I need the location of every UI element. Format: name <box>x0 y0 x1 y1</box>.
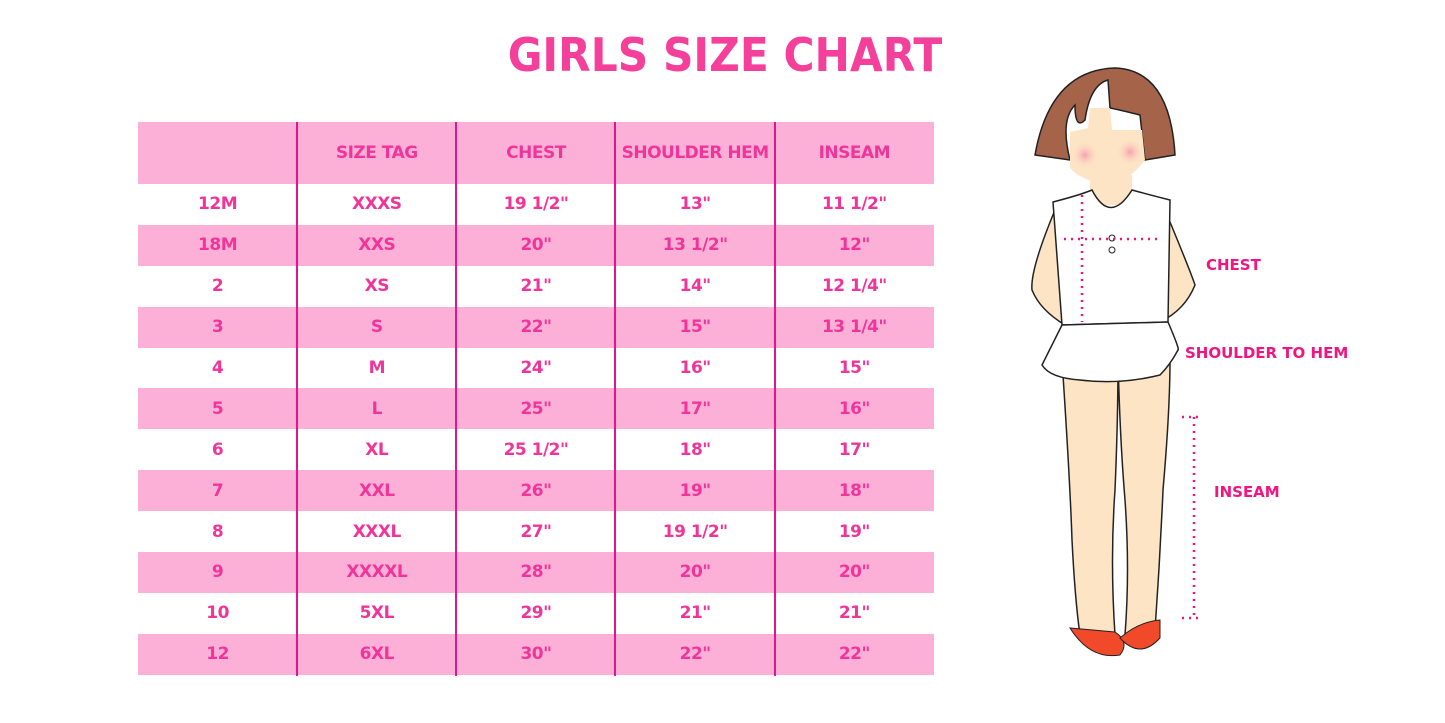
table-cell: 12M <box>198 194 238 215</box>
table-cell: 22" <box>679 644 712 665</box>
table-cell: 20" <box>679 562 712 583</box>
header-cell: CHEST <box>506 143 566 163</box>
table-cell: 28" <box>520 562 552 583</box>
table-row: 3 S 22" 15" 13 1/4" <box>138 306 934 348</box>
table-cell: 30" <box>520 644 552 665</box>
table-cell: 21" <box>679 603 712 624</box>
size-table: SIZE TAG CHEST SHOULDER HEM INSEAM 12M XX… <box>138 122 934 675</box>
girl-illustration: CHEST SHOULDER TO HEM INSEAM <box>1020 60 1380 664</box>
table-cell: 20" <box>838 562 871 583</box>
table-row: 12M XXXS 19 1/2" 13" 11 1/2" <box>138 184 934 225</box>
table-cell: 9 <box>211 562 224 583</box>
table-cell: 13 1/4" <box>821 317 887 338</box>
table-cell: 11 1/2" <box>821 194 887 215</box>
table-header: SIZE TAG CHEST SHOULDER HEM INSEAM <box>138 122 934 184</box>
table-row: 2 XS 21" 14" 12 1/4" <box>138 266 934 307</box>
table-cell: XXS <box>358 235 396 256</box>
table-cell: 19" <box>838 521 871 542</box>
table-cell: 8 <box>211 521 224 542</box>
inseam-label: INSEAM <box>1214 483 1280 501</box>
table-cell: 16" <box>679 358 712 378</box>
table-row: 6 XL 25 1/2" 18" 17" <box>138 429 934 470</box>
table-cell: 16" <box>838 398 871 419</box>
table-cell: 26" <box>520 480 552 501</box>
table-row: 10 5XL 29" 21" 21" <box>138 593 934 634</box>
table-cell: 19 1/2" <box>503 194 569 215</box>
shoulder-to-hem-label: SHOULDER TO HEM <box>1185 344 1349 362</box>
header-cell: SHOULDER HEM <box>621 143 770 163</box>
table-row: 4 M 24" 16" 15" <box>138 348 934 389</box>
table-cell: 17" <box>679 398 712 419</box>
table-cell: 21" <box>838 603 871 624</box>
table-cell: 4 <box>211 358 224 378</box>
table-cell: XXXXL <box>346 562 408 583</box>
table-row: 9 XXXXL 28" 20" 20" <box>138 552 934 593</box>
header-cell: SIZE TAG <box>335 143 418 163</box>
table-cell: 18" <box>679 439 712 460</box>
table-cell: 15" <box>838 358 871 378</box>
table-cell: 24" <box>520 358 552 378</box>
column-divider <box>774 122 776 676</box>
table-cell: L <box>371 398 383 419</box>
table-row: 7 XXL 26" 19" 18" <box>138 470 934 512</box>
table-cell: 13 1/2" <box>662 235 728 256</box>
chest-label: CHEST <box>1206 256 1261 274</box>
table-cell: 2 <box>211 276 224 297</box>
table-row: 8 XXXL 27" 19 1/2" 19" <box>138 511 934 552</box>
table-cell: 18" <box>838 480 871 501</box>
table-cell: 12 <box>206 644 229 665</box>
table-cell: 25 1/2" <box>503 439 569 460</box>
table-cell: 3 <box>211 317 224 338</box>
page-title: GIRLS SIZE CHART <box>507 28 943 82</box>
table-row: 12 6XL 30" 22" 22" <box>138 633 934 675</box>
column-divider <box>614 122 616 676</box>
table-cell: 19" <box>679 480 712 501</box>
table-cell: 10 <box>206 603 229 624</box>
table-cell: XXXS <box>351 194 402 215</box>
table-cell: 15" <box>679 317 712 338</box>
table-cell: XS <box>364 276 390 297</box>
table-cell: 5XL <box>359 603 395 624</box>
table-cell: 29" <box>520 603 552 624</box>
header-cell: INSEAM <box>818 143 891 163</box>
table-cell: 21" <box>520 276 552 297</box>
table-cell: 25" <box>520 398 552 419</box>
table-row: 5 L 25" 17" 16" <box>138 388 934 430</box>
column-divider <box>296 122 298 676</box>
table-cell: S <box>370 317 383 338</box>
girl-figure-icon <box>1031 67 1202 657</box>
table-cell: 7 <box>211 480 224 501</box>
table-cell: 20" <box>520 235 552 256</box>
table-cell: 6 <box>211 439 224 460</box>
table-cell: 22" <box>838 644 871 665</box>
table-cell: XXL <box>359 480 395 501</box>
table-cell: 12 1/4" <box>821 276 887 297</box>
table-cell: 13" <box>679 194 712 215</box>
table-row: 18M XXS 20" 13 1/2" 12" <box>138 224 934 266</box>
column-divider <box>455 122 457 676</box>
table-cell: M <box>368 358 386 378</box>
table-cell: 18M <box>198 235 238 256</box>
table-cell: 12" <box>838 235 871 256</box>
table-cell: 19 1/2" <box>662 521 728 542</box>
table-cell: 5 <box>211 398 224 419</box>
table-cell: 17" <box>838 439 871 460</box>
table-cell: XXXL <box>352 521 402 542</box>
table-cell: 6XL <box>359 644 395 665</box>
table-cell: XL <box>365 439 389 460</box>
table-cell: 22" <box>520 317 552 338</box>
table-cell: 14" <box>679 276 712 297</box>
table-cell: 27" <box>520 521 552 542</box>
